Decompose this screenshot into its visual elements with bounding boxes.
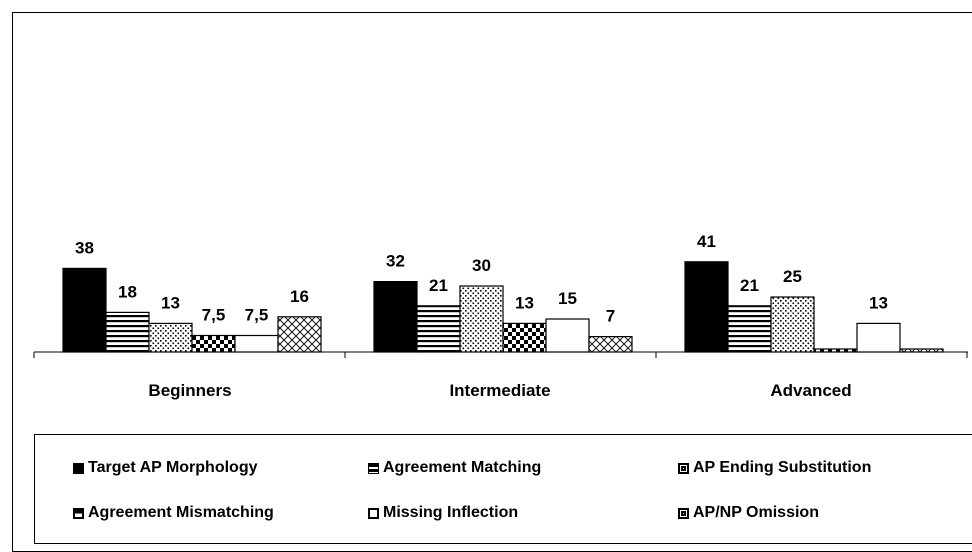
bar [416,305,461,353]
category-label: Advanced [770,381,851,400]
data-label: 13 [515,293,534,312]
bar [105,311,150,353]
legend-swatch [73,507,84,519]
legend-swatch [368,462,379,474]
bar [813,348,858,353]
bar [899,348,944,353]
data-label: 7 [606,307,615,326]
legend-item: Missing Inflection [368,504,518,522]
data-label: 21 [740,276,759,295]
category-label: Intermediate [449,381,550,400]
legend-item: Agreement Mismatching [73,504,274,522]
legend-item: AP Ending Substitution [678,459,871,477]
legend-label: Agreement Mismatching [88,504,274,521]
data-label: 13 [161,293,180,312]
bar [234,334,279,353]
bar [148,322,193,353]
legend-swatch [678,507,689,519]
legend-label: Agreement Matching [383,459,542,476]
legend-item: Target AP Morphology [73,459,257,477]
data-label: 41 [697,232,716,251]
legend-item: AP/NP Omission [678,504,819,522]
bar [856,322,901,353]
legend-label: AP Ending Substitution [693,459,872,476]
bar [459,285,504,353]
data-label: 7,5 [245,306,269,325]
bar [277,316,322,353]
data-label: 25 [783,267,802,286]
bar [770,296,815,353]
legend-item: Agreement Matching [368,459,541,477]
data-label: 16 [290,287,309,306]
legend-swatch [368,507,379,519]
bar [502,322,547,353]
category-label: Beginners [148,381,231,400]
data-label: 38 [75,238,94,257]
legend-label: Target AP Morphology [88,459,258,476]
bar [373,281,418,353]
bar [62,267,107,353]
bar [684,261,729,353]
legend-swatch [678,462,689,474]
data-label: 7,5 [202,306,226,325]
data-label: 15 [558,289,577,308]
bar [588,336,633,353]
legend: Target AP Morphology Agreement Matching AP… [34,434,972,544]
data-label: 32 [386,252,405,271]
bar [545,318,590,353]
data-label: 18 [118,282,137,301]
bar [727,305,772,353]
bar-chart: 38 32 41 18 21 21 13 30 25 7,5 13 7,5 15 13 16 7 Beginn… [33,232,968,400]
bar [191,334,236,353]
legend-swatch [73,462,84,474]
data-label: 30 [472,256,491,275]
legend-label: AP/NP Omission [693,504,819,521]
data-label: 21 [429,276,448,295]
data-label: 13 [869,293,888,312]
legend-label: Missing Inflection [383,504,519,521]
